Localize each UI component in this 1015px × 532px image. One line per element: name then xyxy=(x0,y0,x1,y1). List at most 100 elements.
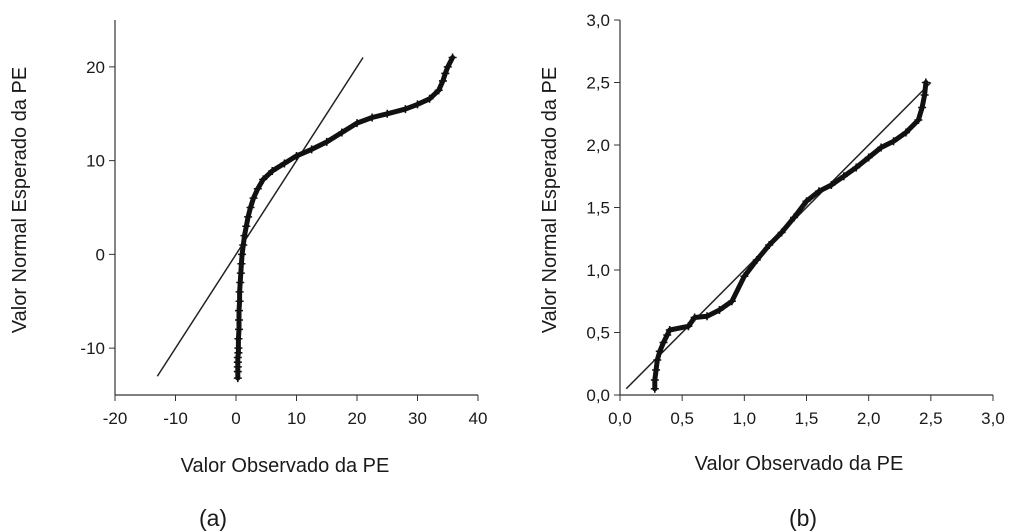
data-point xyxy=(401,105,410,114)
data-point xyxy=(234,344,243,353)
data-point xyxy=(650,376,659,384)
data-point xyxy=(253,184,262,193)
x-tick-label: -10 xyxy=(163,409,188,428)
data-point xyxy=(292,151,301,160)
data-point xyxy=(240,231,249,240)
x-tick-label: -20 xyxy=(103,409,128,428)
data-point xyxy=(814,187,823,196)
y-tick-label: 1,5 xyxy=(586,199,610,218)
data-point xyxy=(238,250,247,259)
data-point xyxy=(443,62,452,71)
data-point xyxy=(690,313,699,322)
y-axis-label: Valor Normal Esperado da PE xyxy=(539,67,561,333)
data-point xyxy=(280,159,289,168)
data-point xyxy=(322,137,331,146)
x-tick-label: 0 xyxy=(231,409,240,428)
data-point xyxy=(852,163,861,172)
data-point xyxy=(802,197,811,206)
data-point xyxy=(765,241,774,249)
x-axis-label: Valor Observado da PE xyxy=(695,453,904,475)
data-point xyxy=(864,153,873,162)
x-tick-label: 1,5 xyxy=(795,409,819,428)
x-tick-label: 1,0 xyxy=(733,409,757,428)
y-tick-label: 0 xyxy=(96,245,105,264)
data-point xyxy=(663,331,672,339)
data-point xyxy=(921,78,930,87)
data-point xyxy=(655,347,664,356)
data-point xyxy=(684,322,693,331)
data-point xyxy=(413,100,422,109)
data-point xyxy=(337,128,346,137)
y-tick-label: 10 xyxy=(86,152,105,171)
y-tick-label: 2,5 xyxy=(586,74,610,93)
data-point xyxy=(244,212,253,221)
data-point xyxy=(659,338,668,347)
data-point xyxy=(752,256,761,264)
data-point xyxy=(920,91,929,99)
data-point xyxy=(235,287,244,296)
panel-label: (a) xyxy=(199,505,227,531)
data-points-band xyxy=(235,55,456,381)
data-point xyxy=(889,137,898,146)
data-point xyxy=(236,269,245,278)
data-point xyxy=(918,103,927,112)
data-point xyxy=(877,143,886,152)
data-point xyxy=(740,272,749,281)
data-point xyxy=(237,259,246,268)
y-tick-label: 20 xyxy=(86,58,105,77)
data-point xyxy=(441,69,450,78)
data-point xyxy=(434,86,443,95)
x-tick-label: 0,5 xyxy=(670,409,694,428)
data-point xyxy=(438,76,447,85)
plot-marks: 0,0 0,5 1,0 1,5 2,0 2,5 3,0 0,0 0,5 1,0 1,5 2,0 2,5 3… xyxy=(586,11,1004,428)
x-tick-label: 2,5 xyxy=(919,409,943,428)
data-point xyxy=(703,312,712,321)
x-tick-label: 10 xyxy=(287,409,306,428)
data-point xyxy=(425,94,434,103)
data-point xyxy=(652,366,661,374)
x-tick-label: 20 xyxy=(348,409,367,428)
x-tick-label: 2,0 xyxy=(857,409,881,428)
data-point xyxy=(448,53,457,62)
data-point xyxy=(236,278,245,287)
panel-b: 0,0 0,5 1,0 1,5 2,0 2,5 3,0 0,0 0,5 1,0 1,5 2,0 2,5 3… xyxy=(539,11,1005,531)
data-point xyxy=(665,326,674,334)
data-point xyxy=(827,181,836,189)
data-point xyxy=(234,334,243,343)
data-point xyxy=(368,113,377,122)
data-point xyxy=(353,119,361,128)
y-tick-label: -10 xyxy=(80,339,105,358)
x-tick-label: 0,0 xyxy=(608,409,632,428)
data-point xyxy=(715,306,724,314)
data-point xyxy=(268,166,277,175)
data-point xyxy=(901,128,910,137)
panel-a: -20 -10 0 10 20 30 40 -10 0 10 20 Valor Normal Esp… xyxy=(9,20,487,531)
data-point xyxy=(242,222,251,231)
data-point xyxy=(650,384,659,393)
x-tick-label: 40 xyxy=(469,409,488,428)
data-point xyxy=(790,213,799,222)
data-point xyxy=(914,116,923,124)
x-tick-label: 30 xyxy=(408,409,427,428)
y-axis-label: Valor Normal Esperado da PE xyxy=(9,67,31,333)
data-point xyxy=(246,203,255,212)
y-tick-label: 0,5 xyxy=(586,324,610,343)
data-point xyxy=(839,172,848,181)
reference-line xyxy=(156,57,364,377)
data-point xyxy=(653,356,662,364)
data-point xyxy=(249,194,258,203)
x-tick-label: 3,0 xyxy=(981,409,1005,428)
y-tick-label: 0,0 xyxy=(586,386,610,405)
data-point xyxy=(235,297,244,306)
data-point xyxy=(235,316,244,324)
data-point xyxy=(307,145,316,154)
y-tick-label: 1,0 xyxy=(586,261,610,280)
data-point xyxy=(235,306,244,315)
data-point xyxy=(235,325,244,334)
data-point xyxy=(239,241,248,249)
data-point xyxy=(727,297,736,306)
plot-marks: -20 -10 0 10 20 30 40 -10 0 10 20 xyxy=(80,20,487,428)
x-axis-label: Valor Observado da PE xyxy=(181,455,390,477)
y-tick-label: 3,0 xyxy=(586,11,610,30)
data-point xyxy=(383,109,392,118)
